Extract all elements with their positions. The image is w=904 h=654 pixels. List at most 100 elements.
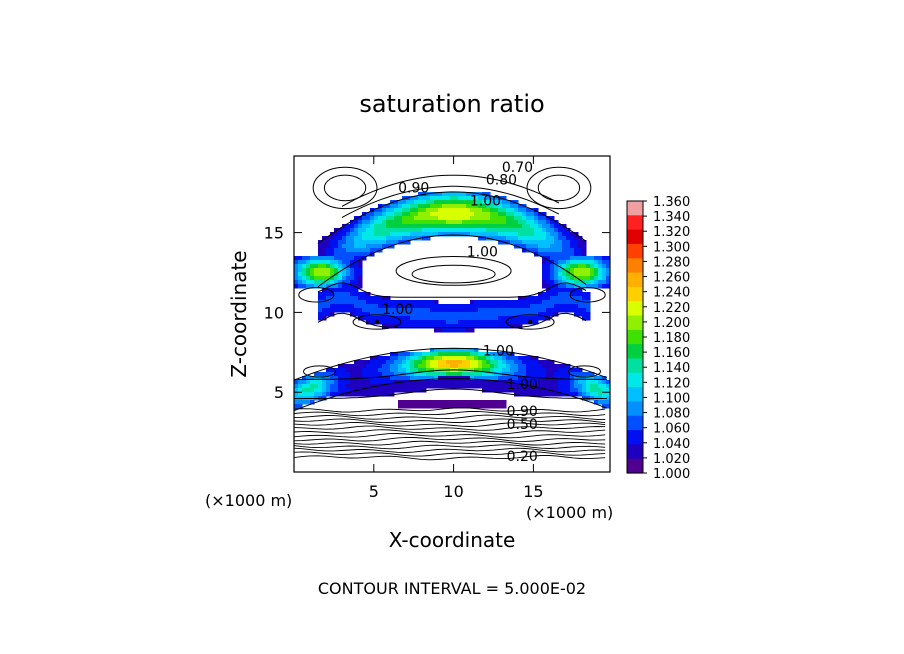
- field-cell: [302, 272, 307, 277]
- field-cell: [442, 356, 447, 361]
- field-cell: [358, 304, 363, 309]
- field-cell: [426, 300, 431, 305]
- field-cell: [322, 268, 327, 273]
- field-cell: [366, 220, 371, 225]
- field-cell: [298, 260, 303, 265]
- field-cell: [398, 404, 403, 409]
- field-cell: [442, 364, 447, 369]
- field-cell: [354, 256, 359, 261]
- field-cell: [574, 256, 579, 261]
- field-cell: [330, 368, 335, 373]
- field-cell: [578, 240, 583, 245]
- field-cell: [350, 296, 355, 301]
- field-cell: [398, 388, 403, 393]
- field-cell: [406, 240, 411, 245]
- field-cell: [554, 228, 559, 233]
- field-cell: [582, 268, 587, 273]
- field-cell: [574, 264, 579, 269]
- field-cell: [458, 320, 463, 325]
- field-cell: [354, 364, 359, 369]
- field-cell: [502, 404, 507, 409]
- field-cell: [326, 296, 331, 301]
- field-cell: [530, 228, 535, 233]
- field-cell: [566, 236, 571, 241]
- field-cell: [446, 208, 451, 213]
- contour-loop: [569, 287, 606, 303]
- field-cell: [530, 248, 535, 253]
- field-cell: [490, 216, 495, 221]
- field-cell: [526, 380, 531, 385]
- field-cell: [406, 236, 411, 241]
- field-cell: [470, 384, 475, 389]
- field-cell: [590, 276, 595, 281]
- field-cell: [542, 224, 547, 229]
- field-cell: [438, 216, 443, 221]
- field-cell: [470, 376, 475, 381]
- field-cell: [358, 292, 363, 297]
- field-cell: [566, 264, 571, 269]
- field-cell: [514, 324, 519, 329]
- field-cell: [458, 304, 463, 309]
- field-cell: [434, 300, 439, 305]
- field-cell: [502, 324, 507, 329]
- field-cell: [358, 392, 363, 397]
- field-cell: [534, 232, 539, 237]
- field-cell: [482, 204, 487, 209]
- field-cell: [342, 240, 347, 245]
- field-cell: [458, 208, 463, 213]
- field-cell: [382, 216, 387, 221]
- field-cell: [402, 380, 407, 385]
- field-cell: [502, 216, 507, 221]
- field-cell: [322, 296, 327, 301]
- field-cell: [418, 384, 423, 389]
- field-cell: [298, 264, 303, 269]
- colorbar-label: 1.280: [653, 255, 690, 270]
- field-cell: [474, 400, 479, 405]
- field-cell: [406, 372, 411, 377]
- field-cell: [374, 356, 379, 361]
- field-cell: [562, 364, 567, 369]
- field-cell: [522, 320, 527, 325]
- field-cell: [382, 236, 387, 241]
- field-cell: [422, 380, 427, 385]
- contour-label: 1.00: [382, 302, 413, 318]
- field-cell: [342, 392, 347, 397]
- field-cell: [530, 308, 535, 313]
- field-cell: [586, 388, 591, 393]
- field-cell: [366, 212, 371, 217]
- field-cell: [530, 224, 535, 229]
- field-cell: [574, 380, 579, 385]
- field-cell: [386, 216, 391, 221]
- field-cell: [294, 260, 299, 265]
- field-cell: [546, 232, 551, 237]
- field-cell: [446, 360, 451, 365]
- field-cell: [542, 384, 547, 389]
- field-cell: [558, 244, 563, 249]
- field-cell: [514, 384, 519, 389]
- colorbar-swatch: [627, 229, 643, 245]
- field-cell: [494, 224, 499, 229]
- field-cell: [562, 260, 567, 265]
- field-cell: [494, 204, 499, 209]
- field-cell: [454, 348, 459, 353]
- field-cell: [554, 312, 559, 317]
- field-cell: [350, 252, 355, 257]
- field-cell: [382, 228, 387, 233]
- field-cell: [462, 352, 467, 357]
- field-cell: [450, 232, 455, 237]
- field-cell: [478, 208, 483, 213]
- field-cell: [310, 284, 315, 289]
- field-cell: [482, 312, 487, 317]
- field-cell: [394, 224, 399, 229]
- field-cell: [446, 364, 451, 369]
- field-cell: [398, 312, 403, 317]
- field-cell: [362, 304, 367, 309]
- field-cell: [574, 296, 579, 301]
- field-cell: [350, 256, 355, 261]
- field-cell: [474, 384, 479, 389]
- field-cell: [494, 388, 499, 393]
- field-cell: [386, 204, 391, 209]
- field-cell: [510, 372, 515, 377]
- field-cell: [478, 316, 483, 321]
